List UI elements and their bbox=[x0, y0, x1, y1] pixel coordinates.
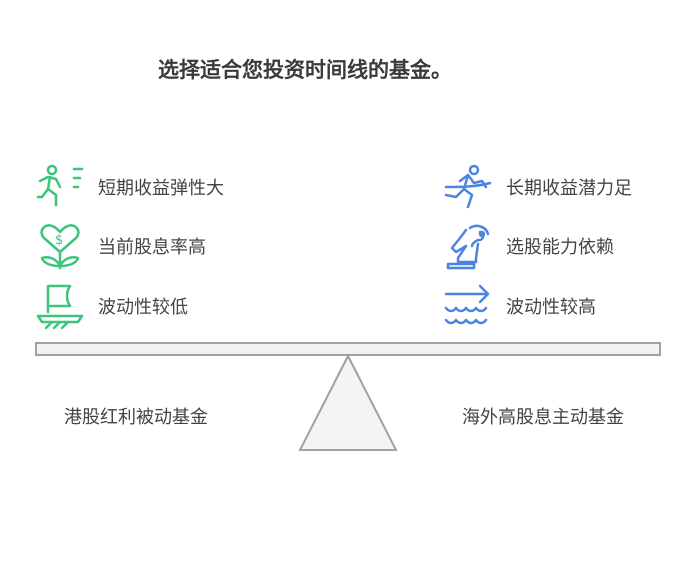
left-item-label: 当前股息率高 bbox=[98, 237, 206, 258]
left-item-label: 波动性较低 bbox=[98, 297, 188, 318]
running-person-icon bbox=[36, 164, 84, 207]
seesaw-beam bbox=[35, 342, 661, 356]
left-item-2: $ 当前股息率高 bbox=[36, 222, 206, 270]
waves-arrow-icon bbox=[444, 284, 490, 325]
svg-text:$: $ bbox=[55, 233, 63, 248]
right-item-label: 选股能力依赖 bbox=[506, 237, 614, 258]
chess-knight-icon bbox=[446, 224, 490, 270]
diagram-title: 选择适合您投资时间线的基金。 bbox=[158, 58, 452, 82]
right-item-3: 波动性较高 bbox=[444, 282, 596, 330]
left-item-1: 短期收益弹性大 bbox=[36, 163, 224, 211]
heart-dollar-plant-icon: $ bbox=[40, 224, 80, 270]
right-item-2: 选股能力依赖 bbox=[444, 222, 614, 270]
runner-icon bbox=[444, 164, 492, 209]
right-item-1: 长期收益潜力足 bbox=[444, 163, 632, 211]
left-item-label: 短期收益弹性大 bbox=[98, 178, 224, 199]
left-item-3: 波动性较低 bbox=[36, 282, 188, 330]
right-item-label: 长期收益潜力足 bbox=[506, 178, 632, 199]
right-fund-label: 海外高股息主动基金 bbox=[462, 407, 624, 428]
right-item-label: 波动性较高 bbox=[506, 297, 596, 318]
left-fund-label: 港股红利被动基金 bbox=[64, 407, 208, 428]
sailboat-icon bbox=[36, 284, 84, 330]
seesaw-fulcrum bbox=[298, 353, 398, 451]
